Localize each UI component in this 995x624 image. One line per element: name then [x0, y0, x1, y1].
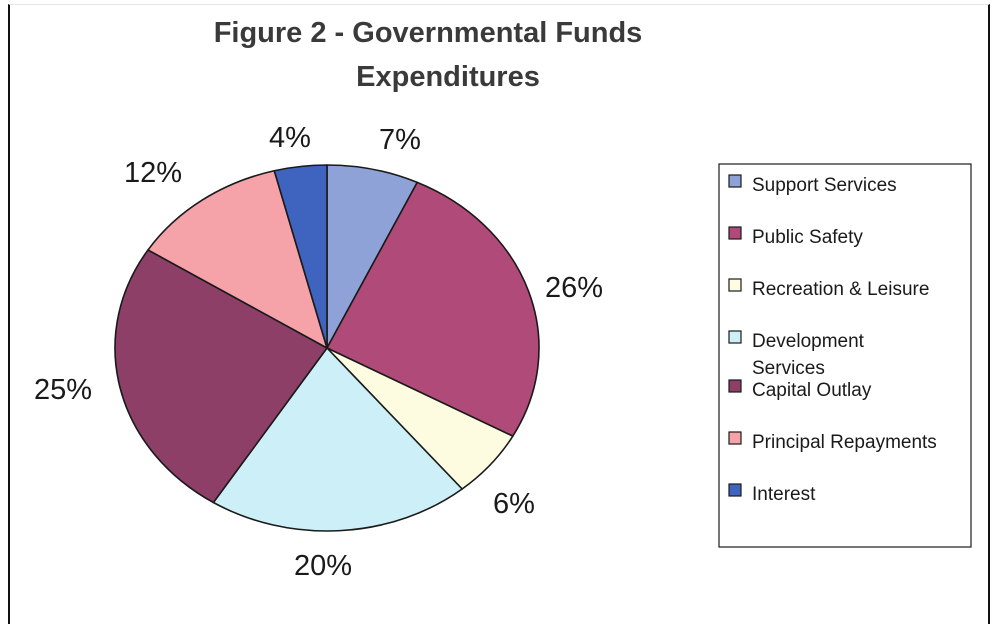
legend-swatch-3: [728, 330, 742, 344]
legend-swatch-2: [728, 278, 742, 292]
legend-entry-label: Recreation & Leisure: [752, 279, 929, 300]
pie-slice-principal-repayments: [147, 169, 328, 349]
legend-swatch-1: [728, 226, 742, 240]
chart-frame: [8, 4, 990, 624]
legend-entry-label: Development: [752, 331, 865, 352]
pie-label-support-services: 7%: [379, 124, 421, 156]
pie-label-development-services: 20%: [294, 550, 352, 582]
pie-label-capital-outlay: 25%: [34, 374, 92, 406]
legend-swatch-4: [728, 379, 742, 393]
legend-entry-label: Support Services: [752, 175, 897, 196]
legend-swatch-0: [728, 174, 742, 188]
legend-box: [718, 163, 972, 548]
pie-slice-capital-outlay: [114, 249, 328, 504]
pie-label-principal-repayments: 12%: [124, 157, 182, 189]
legend-swatch-5: [728, 431, 742, 445]
pie-slice-interest: [273, 164, 328, 349]
legend-swatch-6: [728, 483, 742, 497]
legend-entry-label: Capital Outlay: [752, 380, 872, 401]
legend-entry-label: Services: [752, 358, 825, 379]
pie-slice-development-services: [212, 347, 463, 532]
pie-label-interest: 4%: [269, 122, 311, 154]
chart-title: Figure 2 - Governmental Funds Expenditur…: [214, 17, 643, 93]
legend: Support Services Public Safety Recreation …: [718, 163, 972, 548]
chart-title-line-1: Figure 2 - Governmental Funds: [214, 17, 643, 49]
legend-entry-label: Interest: [752, 484, 816, 505]
pie-labels: 7% 26% 6% 20% 25% 12% 4%: [34, 122, 603, 582]
pie-slices: [114, 164, 540, 532]
pie-label-public-safety: 26%: [545, 272, 603, 304]
chart-title-line-2: Expenditures: [356, 61, 540, 93]
legend-entry-label: Principal Repayments: [752, 432, 937, 453]
legend-entry-label: Public Safety: [752, 227, 863, 248]
pie-label-recreation-leisure: 6%: [493, 488, 535, 520]
